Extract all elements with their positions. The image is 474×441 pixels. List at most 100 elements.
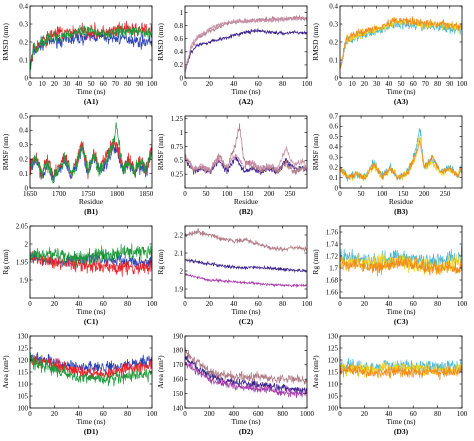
series-line-B3-2: [340, 135, 462, 181]
y-tick-label: 120: [18, 356, 29, 364]
plot-frame: [184, 115, 308, 189]
x-tick-label: 250: [285, 190, 296, 198]
y-axis-label: RMSF (nm): [1, 133, 10, 170]
series-line-C2-2: [185, 258, 307, 274]
y-tick-label: 130: [328, 332, 339, 340]
y-tick-label: 2: [180, 267, 184, 275]
x-tick-label: 40: [230, 300, 238, 308]
y-tick-label: 0.6: [329, 123, 338, 131]
series-line-D2-3: [185, 346, 307, 385]
plot-frame: [339, 5, 463, 79]
y-axis-label: Area (nm²): [311, 355, 320, 389]
x-tick-label: 80: [279, 80, 287, 88]
series-line-C1-3: [30, 243, 152, 268]
panel-label: (A3): [394, 97, 409, 106]
series-line-D3-3: [340, 364, 462, 381]
x-tick-label: 100: [302, 300, 313, 308]
series-line-A3-3: [340, 16, 462, 69]
y-tick-label: 150: [173, 390, 184, 398]
x-axis-label: Time (ns): [76, 87, 106, 96]
x-tick-label: 80: [434, 300, 442, 308]
x-tick-label: 150: [243, 190, 254, 198]
x-tick-label: 1750: [81, 190, 96, 198]
y-tick-label: 1.9: [19, 276, 28, 284]
panel-label: (D3): [394, 427, 409, 436]
x-tick-label: 80: [124, 80, 132, 88]
x-tick-label: 20: [361, 80, 369, 88]
y-axis-label: RMSD (nm): [311, 23, 320, 61]
x-tick-label: 1850: [139, 190, 154, 198]
x-tick-label: 600: [253, 410, 264, 418]
y-tick-label: 0: [180, 74, 184, 82]
x-tick-label: 100: [457, 410, 468, 418]
x-tick-label: 100: [147, 80, 158, 88]
y-axis-label: RMSF (nm): [311, 133, 320, 170]
x-tick-label: 1800: [110, 190, 125, 198]
y-tick-label: 0.7: [329, 112, 338, 120]
x-tick-label: 20: [361, 410, 369, 418]
x-tick-label: 200: [204, 410, 215, 418]
y-tick-label: 1.68: [326, 276, 339, 284]
panel-label: (D2): [239, 427, 254, 436]
y-tick-label: 110: [328, 380, 339, 388]
series-line-D1-3: [30, 352, 152, 387]
x-tick-label: 60: [100, 300, 108, 308]
plot-frame: [184, 5, 308, 79]
y-axis-label: Rg (nm): [311, 249, 320, 275]
y-tick-label: 0.6: [174, 35, 183, 43]
series-line-A2-2: [185, 14, 307, 74]
y-tick-label: 140: [173, 404, 184, 412]
y-tick-label: 115: [328, 368, 339, 376]
series-line-A2-3: [185, 15, 307, 73]
y-tick-label: 0.3: [19, 141, 28, 149]
x-tick-label: 800: [277, 410, 288, 418]
x-tick-label: 80: [279, 300, 287, 308]
x-tick-label: 100: [457, 80, 468, 88]
series-line-C1-1: [30, 250, 152, 270]
x-tick-label: 20: [206, 300, 214, 308]
y-tick-label: 100: [18, 404, 29, 412]
series-line-C3-1: [340, 245, 462, 272]
x-tick-label: 50: [398, 80, 406, 88]
y-tick-label: 0: [25, 184, 29, 192]
y-tick-label: 180: [173, 347, 184, 355]
panel-A3: 0 10 20 30 40 50 60 70 80 90 100 0 0.1 0.2 0.3 0.4 Time …: [311, 2, 468, 106]
x-tick-label: 10: [39, 80, 47, 88]
panel-D1: 0 20 40 60 80 100 100 105 110 115 120 125 130 Time (n…: [1, 332, 158, 436]
y-tick-label: 0.25: [171, 170, 184, 178]
x-tick-label: 30: [373, 80, 381, 88]
x-tick-label: 20: [51, 80, 59, 88]
series-line-A3-2: [340, 17, 462, 71]
y-tick-label: 0.3: [329, 153, 338, 161]
x-tick-label: 40: [75, 80, 83, 88]
panel-C1: 0 20 40 60 80 100 1.9 1.95 2 2.05 Time (ns) Rg (nm)…: [1, 222, 158, 326]
x-tick-label: 0: [183, 410, 187, 418]
y-tick-label: 1.76: [326, 228, 339, 236]
x-axis-label: Residue: [389, 197, 414, 206]
series-line-A1-3: [30, 23, 152, 73]
x-axis-label: Time (ns): [76, 417, 106, 426]
plot-frame: [339, 225, 463, 299]
y-tick-label: 1.72: [326, 252, 339, 260]
x-axis-label: Time (ns): [231, 307, 261, 316]
y-tick-label: 0.2: [329, 164, 338, 172]
x-tick-label: 150: [398, 190, 409, 198]
x-tick-label: 200: [264, 190, 275, 198]
x-tick-label: 0: [28, 410, 32, 418]
plot-frame: [29, 115, 153, 189]
y-tick-label: 170: [173, 361, 184, 369]
panel-C3: 0 20 40 60 80 100 1.66 1.68 1.7 1.72 1.74 1.76 Time …: [311, 225, 468, 326]
panel-A1: 0 10 20 30 40 50 60 70 80 90 100 0 0.1 0.2 0.3 0.4 Time …: [1, 2, 158, 106]
y-tick-label: 1.9: [174, 285, 183, 293]
y-axis-label: RMSD (nm): [156, 23, 165, 61]
x-tick-label: 200: [419, 190, 430, 198]
x-tick-label: 30: [63, 80, 71, 88]
x-axis-label: Time (ns): [76, 307, 106, 316]
y-tick-label: 0.3: [329, 20, 338, 28]
y-tick-label: 125: [18, 344, 29, 352]
series-line-B1-3: [30, 122, 152, 184]
y-tick-label: 105: [18, 392, 29, 400]
series-line-B1-2: [30, 138, 152, 181]
y-tick-label: 0.3: [19, 20, 28, 28]
x-tick-label: 60: [410, 410, 418, 418]
